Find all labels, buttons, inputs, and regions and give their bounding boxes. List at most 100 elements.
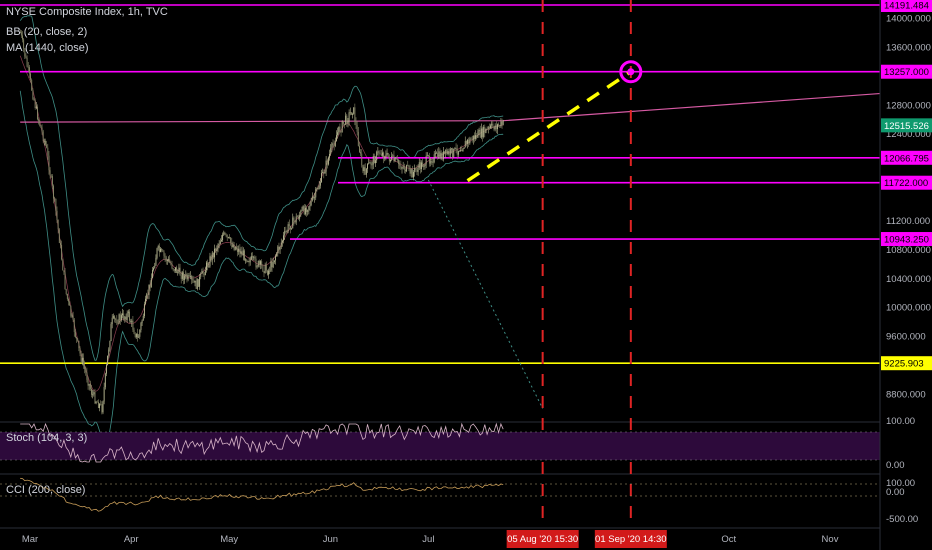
stoch-tick: 0.00 xyxy=(886,460,905,471)
candle-body xyxy=(179,267,181,276)
candle-body xyxy=(491,123,493,126)
candle-body xyxy=(288,224,290,226)
candle-body xyxy=(238,248,240,252)
candle-body xyxy=(307,209,309,212)
cci-legend[interactable]: CCI (200, close) xyxy=(6,484,85,496)
candle-body xyxy=(286,231,288,232)
candle-body xyxy=(457,150,459,155)
candle-body xyxy=(226,234,228,238)
candle-body xyxy=(498,124,500,126)
candle-body xyxy=(338,126,340,133)
candle-body xyxy=(173,269,175,271)
candle-body xyxy=(89,383,91,389)
candle-body xyxy=(283,235,285,241)
candle-body xyxy=(318,185,320,190)
candle-body xyxy=(395,157,397,160)
candle-body xyxy=(252,256,253,258)
candle-body xyxy=(28,67,30,74)
candle-body xyxy=(355,121,357,126)
candle-body xyxy=(166,260,168,261)
candle-body xyxy=(155,257,157,266)
candle-body xyxy=(352,113,354,115)
candle-body xyxy=(437,152,439,158)
candle-body xyxy=(353,107,355,114)
candle-body xyxy=(253,256,255,258)
candle-body xyxy=(65,289,67,294)
candle-body xyxy=(393,155,395,162)
candle-body xyxy=(409,167,411,174)
candle-body xyxy=(311,196,313,201)
candle-body xyxy=(423,166,425,167)
bb-legend[interactable]: BB (20, close, 2) xyxy=(6,26,87,38)
ma-label: MA (1440, close) xyxy=(6,42,89,54)
candle-body xyxy=(171,264,173,269)
candle-body xyxy=(219,241,221,245)
candle-body xyxy=(129,311,130,321)
candle-body xyxy=(181,272,183,279)
candle-body xyxy=(97,401,99,408)
candle-body xyxy=(321,172,322,183)
candle-body xyxy=(451,148,452,150)
candle-body xyxy=(368,163,370,165)
candle-body xyxy=(212,252,214,258)
candle-body xyxy=(193,280,195,283)
candle-body xyxy=(425,156,427,165)
candle-body xyxy=(189,276,191,277)
candle-body xyxy=(468,139,470,144)
candle-body xyxy=(68,299,69,302)
level-tag-label: 12066.795 xyxy=(884,153,929,164)
candle-body xyxy=(280,242,282,247)
candle-body xyxy=(25,56,27,58)
stoch-band xyxy=(0,432,880,460)
candle-body xyxy=(202,271,204,274)
ma-legend[interactable]: MA (1440, close) xyxy=(6,42,89,54)
candle-body xyxy=(459,150,460,152)
candle-body xyxy=(382,152,383,156)
y-tick-label: 13600.000 xyxy=(886,42,931,53)
candle-body xyxy=(196,279,198,289)
candle-body xyxy=(233,244,235,250)
candle-body xyxy=(415,168,417,170)
candle-body xyxy=(92,394,94,396)
candle-body xyxy=(116,319,118,324)
time-axis[interactable]: Mar Apr May Jun Jul Oct Nov 05 Aug '20 15:30 01 … xyxy=(22,530,839,548)
candle-body xyxy=(194,280,196,283)
candle-body xyxy=(32,90,34,99)
candle-body xyxy=(178,267,180,272)
candle-body xyxy=(490,125,492,128)
candle-body xyxy=(408,165,410,168)
candle-body xyxy=(124,316,126,320)
candle-body xyxy=(135,333,137,338)
candle-body xyxy=(74,332,76,337)
candle-body xyxy=(123,313,125,320)
candle-body xyxy=(177,271,179,273)
candle-body xyxy=(63,270,65,273)
price-axis[interactable]: 14000.000 13600.000 12800.000 12400.000 1120… xyxy=(879,0,932,550)
candle-body xyxy=(268,270,270,275)
candle-body xyxy=(24,48,26,57)
candle-body xyxy=(133,329,135,334)
candle-body xyxy=(452,148,454,157)
level-tag xyxy=(881,0,932,12)
candle-body xyxy=(296,216,298,218)
candle-body xyxy=(475,135,477,139)
candle-body xyxy=(250,256,252,260)
candle-body xyxy=(76,336,78,339)
candle-body xyxy=(93,392,95,395)
stoch-legend[interactable]: Stoch (104, 3, 3) xyxy=(6,432,87,444)
candle-body xyxy=(465,141,467,144)
candle-body xyxy=(69,301,71,306)
candle-body xyxy=(487,127,489,129)
candle-body xyxy=(430,160,432,164)
candle-body xyxy=(270,261,272,271)
candle-body xyxy=(349,112,351,114)
cci-line xyxy=(20,477,504,512)
candle-body xyxy=(441,153,443,160)
candle-body xyxy=(180,275,182,279)
candle-body xyxy=(411,169,413,178)
candle-body xyxy=(115,318,117,320)
candle-body xyxy=(227,237,229,238)
candle-body xyxy=(365,168,367,175)
candle-body xyxy=(88,383,90,386)
